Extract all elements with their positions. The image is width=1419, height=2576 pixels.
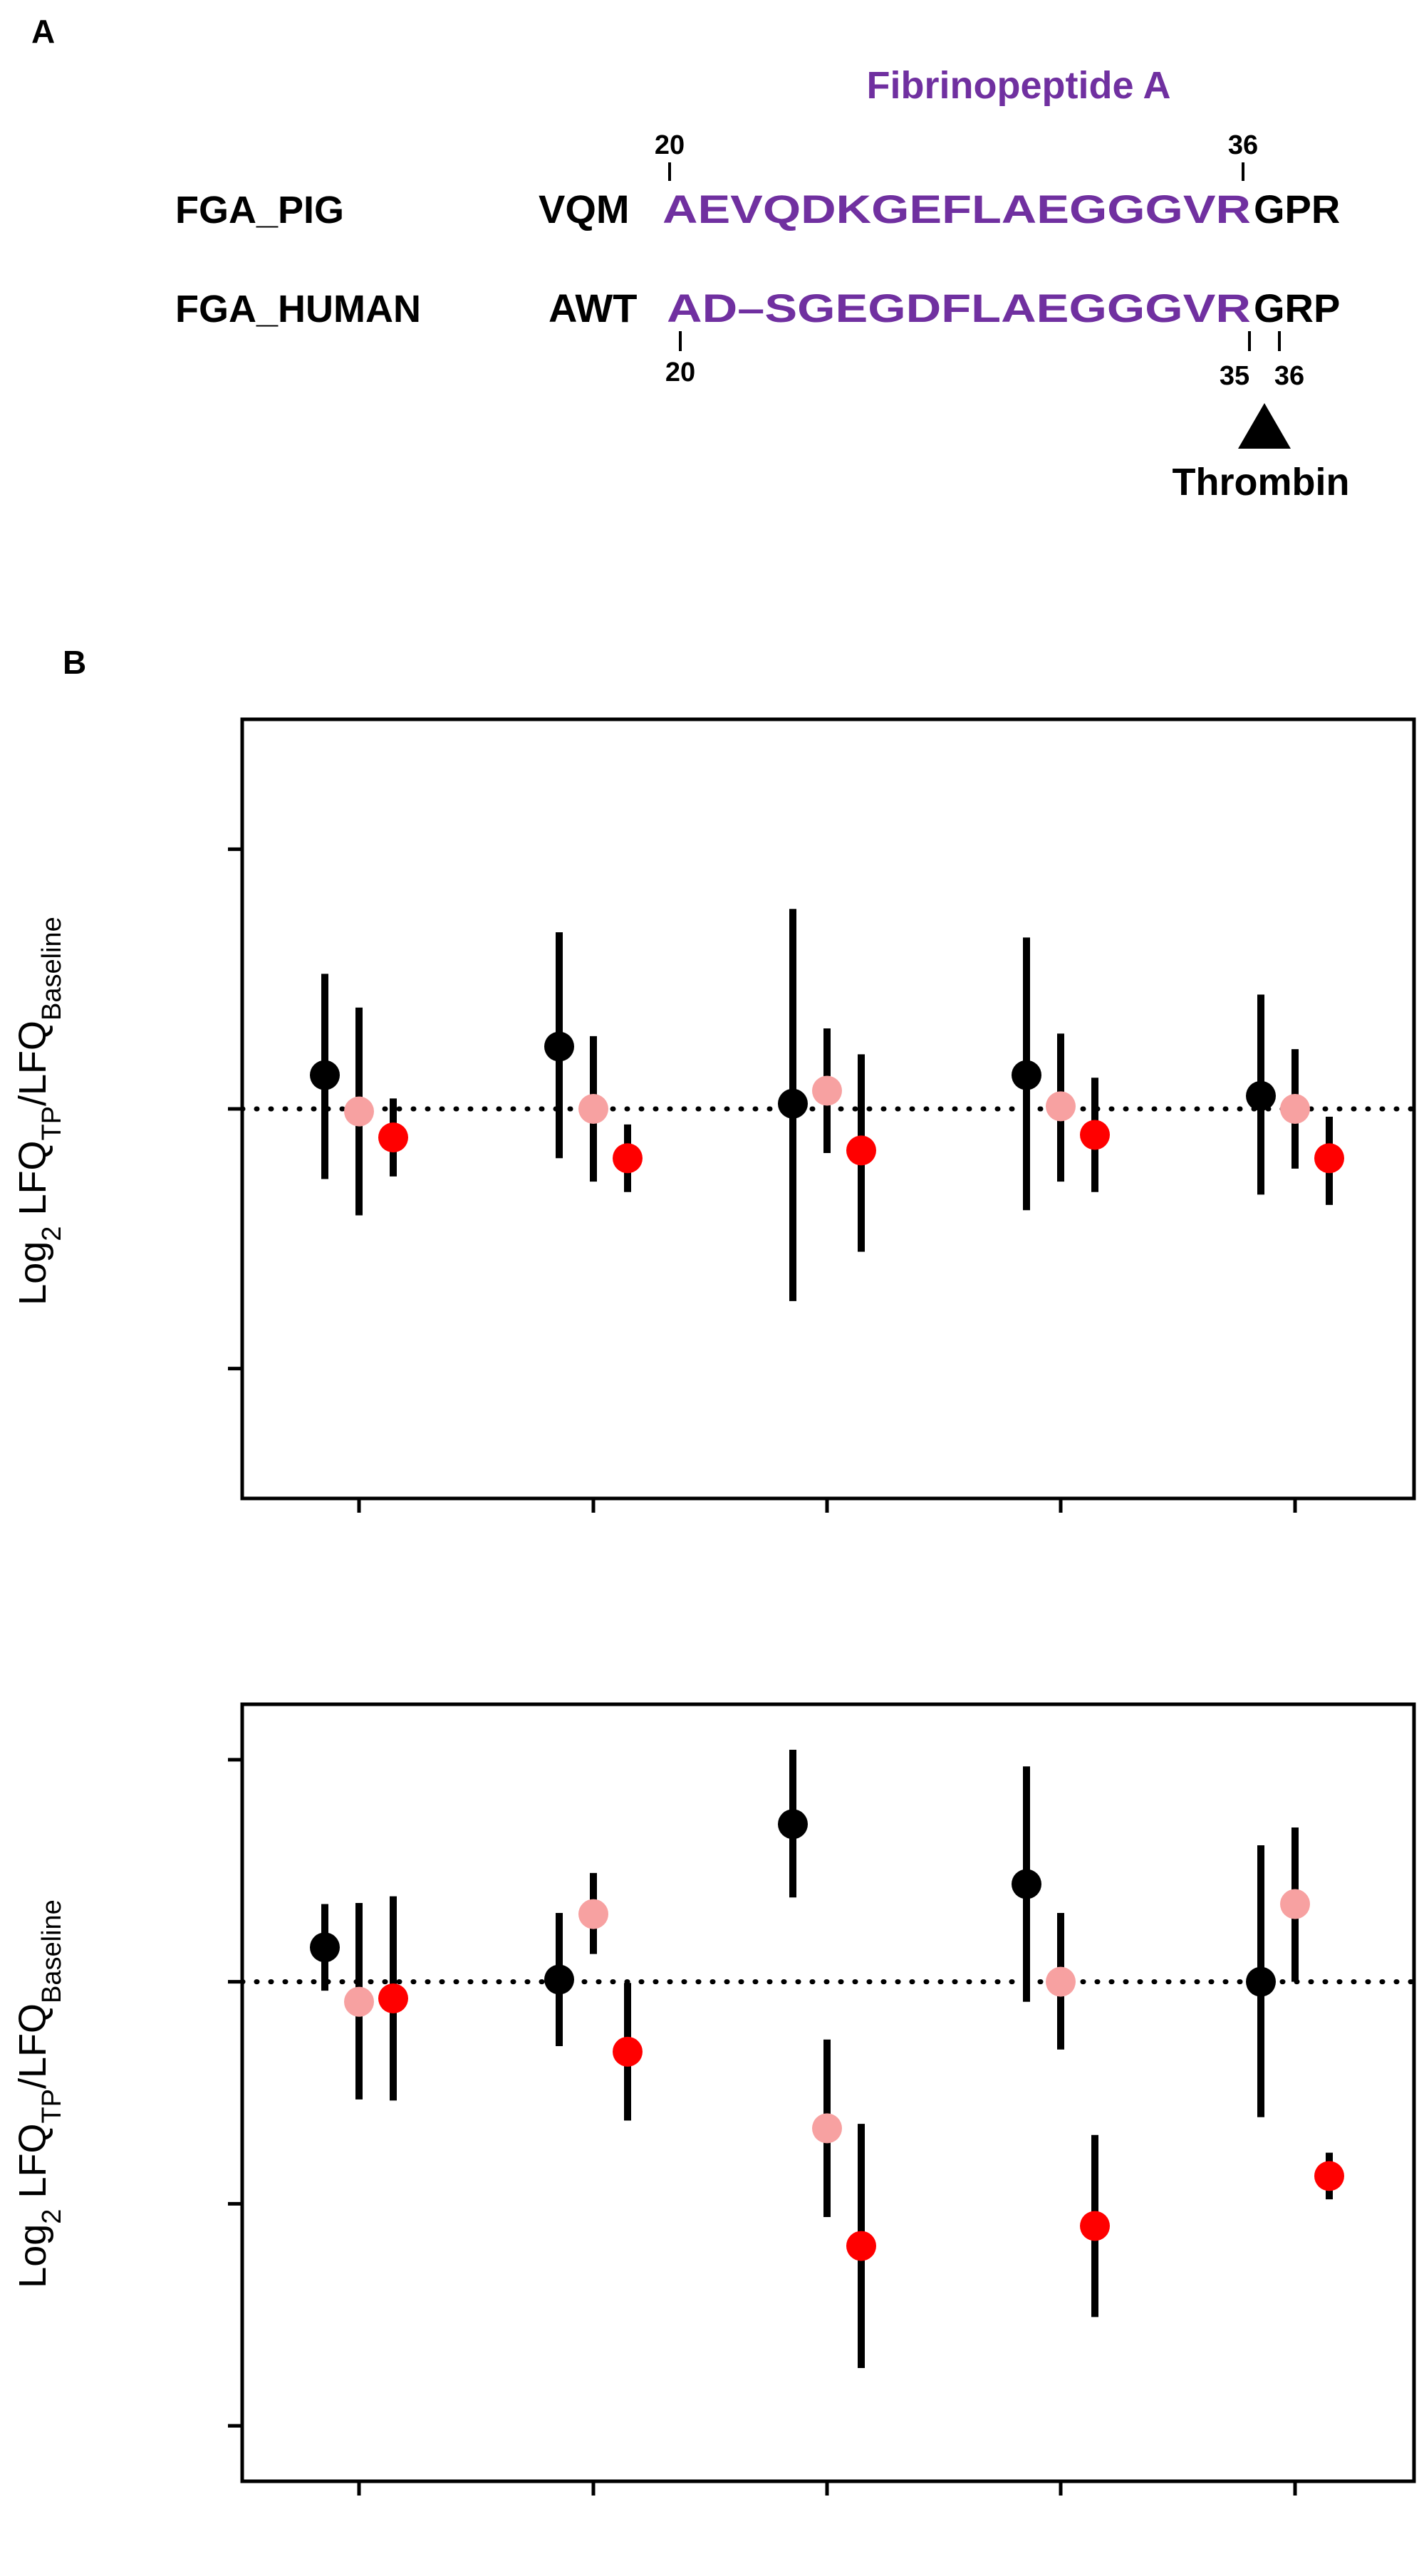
data-point (1280, 1889, 1310, 1919)
pig-start-number: 20 (655, 130, 685, 160)
data-point (344, 1986, 374, 2017)
data-point (812, 1075, 842, 1106)
data-point (778, 1809, 808, 1840)
data-point (1012, 1869, 1041, 1899)
human-sequence-name: FGA_HUMAN (175, 288, 421, 330)
data-point (613, 2036, 643, 2067)
fga-plot: Log2 LFQTP/LFQBaseline (11, 717, 1417, 1513)
thrombin-cleavage-arrow (1238, 403, 1291, 449)
human-35-number: 35 (1220, 361, 1249, 391)
data-point (846, 1135, 876, 1166)
y-axis-label: Log2 LFQTP/LFQBaseline (11, 1899, 67, 2288)
data-point (846, 2231, 876, 2261)
data-point (1246, 1080, 1276, 1111)
data-point (378, 1983, 408, 2014)
fibrinopeptide-a-title: Fibrinopeptide A (867, 64, 1171, 107)
human-post-residues: GRP (1254, 286, 1340, 330)
data-point (578, 1899, 608, 1929)
human-peptide-residues: AD–SGEGDFLAEGGGVR (667, 286, 1251, 330)
thrombin-label: Thrombin (1173, 461, 1350, 504)
human-36-number: 36 (1274, 361, 1304, 391)
pig-post-residues: GPR (1254, 187, 1340, 231)
data-point (613, 1143, 643, 1174)
pig-peptide-residues: AEVQDKGEFLAEGGGVR (662, 187, 1251, 231)
panel-b-label: B (63, 644, 86, 681)
pig-end-number: 36 (1228, 130, 1258, 160)
human-start-number: 20 (665, 358, 695, 387)
data-point (1080, 1120, 1110, 1150)
data-point (344, 1096, 374, 1127)
human-sequence: AWT AD–SGEGDFLAEGGGVR GRP (549, 286, 1340, 330)
data-point (1314, 2161, 1344, 2191)
data-point (378, 1122, 408, 1153)
data-point (310, 1060, 340, 1090)
human-pre-residues: AWT (549, 286, 637, 330)
data-point (778, 1088, 808, 1119)
pig-sequence: VQM AEVQDKGEFLAEGGGVR GPR (539, 187, 1340, 231)
data-point (1012, 1060, 1041, 1090)
panel-a-label: A (31, 13, 55, 50)
data-point (1046, 1966, 1076, 1997)
y-axis-label: Log2 LFQTP/LFQBaseline (11, 917, 67, 1305)
data-point (1314, 1143, 1344, 1174)
data-point (1246, 1966, 1276, 1997)
data-point (812, 2113, 842, 2144)
data-point (310, 1932, 340, 1963)
pig-sequence-name: FGA_PIG (175, 189, 344, 231)
data-point (1080, 2211, 1110, 2241)
data-point (544, 1964, 574, 1995)
data-point (578, 1094, 608, 1124)
data-point (1280, 1094, 1310, 1124)
data-point (1046, 1091, 1076, 1122)
pig-pre-residues: VQM (539, 187, 630, 231)
fibrinopeptide-plot: Log2 LFQTP/LFQBaseline (11, 1702, 1417, 2496)
data-point (544, 1031, 574, 1062)
